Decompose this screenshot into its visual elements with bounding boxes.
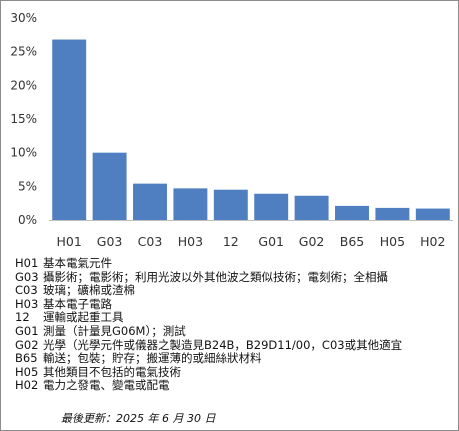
x-tick-label: C03 [138, 234, 163, 249]
bar [52, 39, 87, 221]
legend-desc: 攝影術；電影術；利用光波以外其他波之類似技術；電刻術；全相攝 [43, 269, 388, 284]
legend-row: H03 基本電子電路 [15, 296, 455, 312]
bar-chart: 0% 5% 10% 15% 20% 25% 30% H01 G03 C03 H03 12 G01 G02 B… [10, 11, 453, 249]
legend-desc: 光學（光學元件或儀器之製造見B24B，B29D11/00，C03或其他適宜 [43, 337, 403, 352]
legend-row: B65 輸送；包裝；貯存；搬運薄的或細絲狀材料 [15, 352, 455, 366]
x-tick-label: H05 [380, 234, 405, 249]
legend-desc: 基本電子電路 [43, 296, 112, 311]
legend-desc: 測量（計量見G06M）；測試 [43, 323, 186, 338]
legend-code: 12 [15, 310, 30, 325]
last-updated-note: 最後更新：2025 年 6 月 30 日 [61, 412, 216, 425]
bar [294, 195, 329, 220]
legend: H01 基本電氣元件 G03 攝影術；電影術；利用光波以外其他波之類似技術；電刻術；… [15, 256, 455, 393]
legend-row: G03 攝影術；電影術；利用光波以外其他波之類似技術；電刻術；全相攝 [15, 269, 455, 285]
legend-code: G03 [15, 269, 39, 284]
legend-desc: 電力之發電、變電或配電 [43, 378, 170, 393]
legend-row: H02 電力之發電、變電或配電 [15, 379, 455, 393]
y-tick-label: 25% [10, 45, 37, 59]
legend-code: B65 [15, 351, 38, 366]
legend-row: C03 玻璃；礦棉或渣棉 [15, 284, 455, 298]
legend-desc: 其他類目不包括的電氣技術 [43, 364, 181, 379]
y-tick-label: 5% [18, 179, 37, 193]
bar [375, 207, 410, 220]
legend-code: G01 [15, 323, 39, 338]
bar [415, 208, 450, 220]
x-tick-label: H03 [178, 234, 203, 249]
bar [133, 183, 167, 220]
legend-row: H01 基本電氣元件 [15, 256, 455, 271]
legend-desc: 運輸或起重工具 [43, 310, 124, 325]
legend-row: H05 其他類目不包括的電氣技術 [15, 364, 455, 380]
legend-desc: 輸送；包裝；貯存；搬運薄的或細絲狀材料 [43, 351, 262, 366]
bar [335, 205, 369, 220]
x-tick-label: G01 [258, 234, 284, 249]
legend-row: G02 光學（光學元件或儀器之製造見B24B，B29D11/00，C03或其他適宜 [15, 337, 455, 353]
y-tick-label: 15% [10, 112, 37, 126]
legend-code: H01 [15, 256, 39, 270]
x-tick-label: 12 [223, 234, 239, 249]
bar [92, 152, 127, 220]
legend-desc: 玻璃；礦棉或渣棉 [43, 283, 135, 298]
legend-code: H05 [15, 364, 39, 379]
legend-desc: 基本電氣元件 [43, 256, 112, 270]
x-tick-label: G03 [97, 234, 123, 249]
legend-code: C03 [15, 283, 38, 298]
x-tick-label: H02 [420, 234, 445, 249]
y-tick-label: 30% [10, 11, 37, 25]
bar [173, 188, 208, 220]
legend-code: G02 [15, 337, 39, 352]
x-tick-label: H01 [57, 234, 82, 249]
bar [213, 189, 248, 220]
legend-row: 12 運輸或起重工具 [15, 311, 455, 325]
y-tick-label: 20% [10, 78, 37, 92]
bar [254, 193, 289, 220]
legend-code: H02 [15, 378, 39, 393]
x-tick-label: B65 [340, 234, 364, 249]
y-tick-label: 10% [10, 146, 37, 160]
y-tick-label: 0% [18, 213, 37, 227]
legend-code: H03 [15, 296, 39, 311]
x-tick-label: G02 [299, 234, 325, 249]
legend-row: G01 測量（計量見G06M）；測試 [15, 323, 455, 339]
